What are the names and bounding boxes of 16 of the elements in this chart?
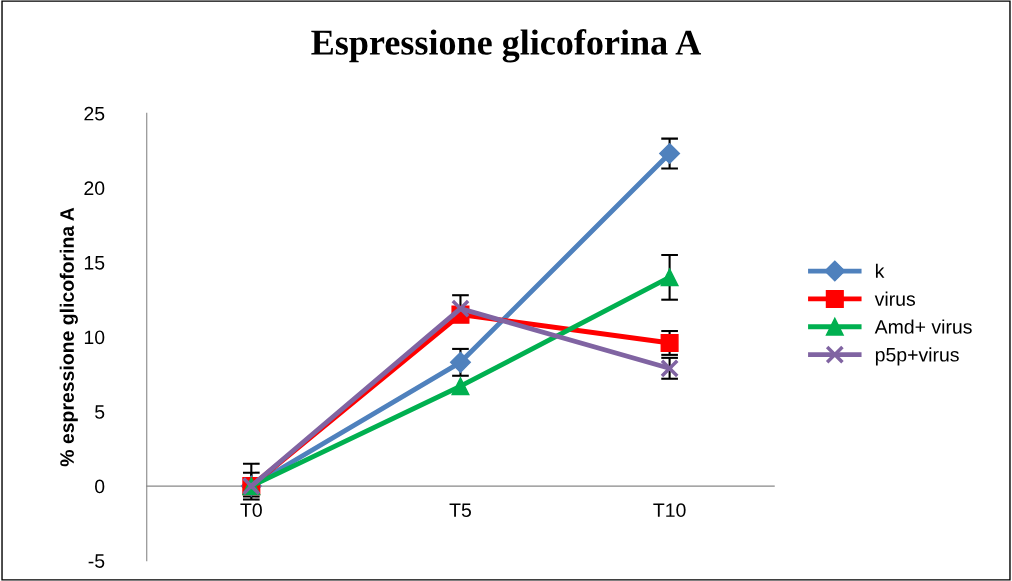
- chart-title: Espressione glicoforina A: [311, 29, 702, 63]
- y-tick-label: 25: [84, 106, 105, 121]
- legend-label: p5p+virus: [875, 347, 959, 366]
- legend-label: k: [875, 263, 885, 278]
- x-tick-label: T10: [653, 503, 686, 518]
- y-tick-label: 0: [95, 479, 105, 494]
- y-axis-title: % espressione glicoforina A: [59, 207, 78, 467]
- y-tick-label: -5: [88, 554, 105, 568]
- y-tick-label: 10: [84, 330, 105, 345]
- legend-label: Amd+ virus: [874, 319, 972, 334]
- x-tick-label: T0: [240, 503, 262, 518]
- y-tick-label: 20: [84, 181, 105, 196]
- y-tick-label: 5: [95, 405, 105, 419]
- x-tick-label: T5: [449, 503, 471, 518]
- legend-label: virus: [874, 291, 916, 306]
- y-tick-label: 15: [84, 256, 105, 270]
